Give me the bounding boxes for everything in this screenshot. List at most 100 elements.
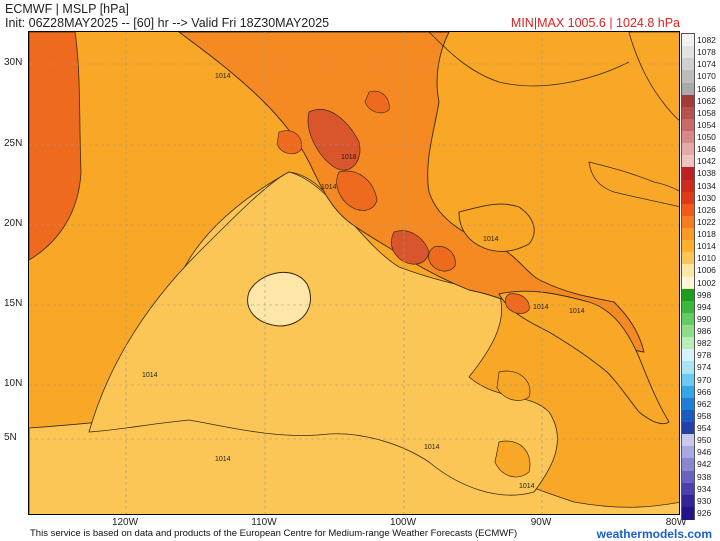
south-pocket-1 xyxy=(496,370,531,401)
colorbar-label: 1026 xyxy=(697,204,716,215)
lon-label: 80W xyxy=(665,517,687,528)
colorbar-swatch xyxy=(682,337,694,351)
colorbar-label: 1082 xyxy=(697,35,716,46)
gulf-coastline xyxy=(428,32,630,87)
colorbar-swatch xyxy=(682,446,694,460)
contour-label: 1014 xyxy=(569,308,585,315)
colorbar-label: 1014 xyxy=(697,241,716,252)
colorbar-label: 950 xyxy=(697,435,712,446)
colorbar-swatch xyxy=(682,191,694,205)
low-pressure-pocket xyxy=(247,271,311,327)
colorbar-swatch xyxy=(682,361,694,375)
colorbar-swatch xyxy=(682,82,694,96)
colorbar-label: 966 xyxy=(697,386,712,397)
contour-label: 1014 xyxy=(321,184,337,191)
colorbar-label: 982 xyxy=(697,338,712,349)
site-link[interactable]: weathermodels.com xyxy=(596,527,712,541)
colorbar-swatch xyxy=(682,482,694,496)
pressure-map[interactable]: 1014 1018 1014 1014 1014 1014 1014 1014 … xyxy=(28,31,680,515)
lon-label: 100W xyxy=(389,517,417,528)
colorbar-swatch xyxy=(682,385,694,399)
central-america-land xyxy=(498,290,670,425)
colorbar-swatch xyxy=(682,349,694,363)
colorbar-label: 942 xyxy=(697,459,712,470)
terrain-high-3 xyxy=(391,230,430,265)
colorbar-swatch xyxy=(682,458,694,472)
contour-label: 1014 xyxy=(215,73,231,80)
colorbar-label: 998 xyxy=(697,289,712,300)
lat-label: 15N xyxy=(4,298,23,309)
colorbar-swatch xyxy=(682,58,694,72)
colorbar-swatch xyxy=(682,397,694,411)
colorbar-label: 934 xyxy=(697,483,712,494)
terrain-high-1 xyxy=(307,109,361,171)
florida-land xyxy=(628,32,679,121)
terrain-mid-2 xyxy=(364,90,390,114)
lat-label: 25N xyxy=(4,138,23,149)
colorbar-label: 974 xyxy=(697,362,712,373)
contour-label: 1014 xyxy=(215,456,231,463)
contour-label: 1014 xyxy=(519,483,535,490)
colorbar-swatch xyxy=(682,422,694,435)
contour-label: 1014 xyxy=(533,304,549,311)
contour-label: 1018 xyxy=(341,154,357,161)
pacific-main-area xyxy=(88,171,558,496)
colorbar-label: 1058 xyxy=(697,107,716,118)
lat-label: 20N xyxy=(4,218,23,229)
colorbar-label: 1046 xyxy=(697,144,716,155)
colorbar-swatch xyxy=(682,167,694,181)
terrain-mid-1 xyxy=(276,130,302,155)
colorbar-label: 1062 xyxy=(697,95,716,106)
colorbar-label: 1042 xyxy=(697,156,716,167)
terrain-high-4 xyxy=(428,246,456,272)
lat-label: 30N xyxy=(4,57,23,68)
colorbar-label: 1030 xyxy=(697,192,716,203)
colorbar-swatch xyxy=(682,34,694,47)
colorbar-swatch xyxy=(682,106,694,120)
colorbar-label: 962 xyxy=(697,398,712,409)
graticule xyxy=(29,32,679,514)
colorbar-label: 1050 xyxy=(697,132,716,143)
colorbar-label: 990 xyxy=(697,313,712,324)
colorbar-swatch xyxy=(682,179,694,193)
yucatan-land xyxy=(458,203,535,252)
colorbar-swatch xyxy=(682,494,694,508)
colorbar-label: 994 xyxy=(697,301,712,312)
colorbar-swatch xyxy=(682,373,694,387)
lat-label: 5N xyxy=(4,432,17,443)
colorbar-swatch xyxy=(682,252,694,266)
init-valid-time: Init: 06Z28MAY2025 -- [60] hr --> Valid … xyxy=(5,16,330,30)
colorbar-label: 1066 xyxy=(697,83,716,94)
colorbar-swatch xyxy=(682,300,694,314)
colorbar-label: 1070 xyxy=(697,71,716,82)
colorbar-swatch xyxy=(682,70,694,84)
colorbar-label: 938 xyxy=(697,471,712,482)
colorbar-swatch xyxy=(682,155,694,169)
colorbar-swatch xyxy=(682,215,694,229)
colorbar-label: 926 xyxy=(697,507,712,518)
colorbar-label: 1054 xyxy=(697,119,716,130)
colorbar-swatch xyxy=(682,240,694,254)
lon-label: 120W xyxy=(111,517,139,528)
colorbar-label: 958 xyxy=(697,410,712,421)
contour-label: 1014 xyxy=(142,372,158,379)
lon-label: 90W xyxy=(530,517,552,528)
colorbar-swatch xyxy=(682,276,694,290)
min-max-readout: MIN|MAX 1005.6 | 1024.8 hPa xyxy=(510,16,680,30)
colorbar-label: 1034 xyxy=(697,180,716,191)
colorbar-label: 954 xyxy=(697,423,712,434)
colorbar-label: 978 xyxy=(697,350,712,361)
caribbean-land xyxy=(588,161,679,207)
colorbar-swatch xyxy=(682,131,694,144)
colorbar-swatch xyxy=(682,118,694,132)
colorbar-swatch xyxy=(682,470,694,484)
colorbar-label: 1074 xyxy=(697,59,716,70)
lon-label: 110W xyxy=(251,517,277,528)
high-pressure-west xyxy=(29,32,82,261)
colorbar-swatch xyxy=(682,434,694,448)
colorbar-swatch xyxy=(682,312,694,326)
colorbar-swatch xyxy=(682,46,694,60)
terrain-high-2 xyxy=(336,170,378,211)
colorbar-swatch xyxy=(682,203,694,217)
colorbar-label: 930 xyxy=(697,495,712,506)
